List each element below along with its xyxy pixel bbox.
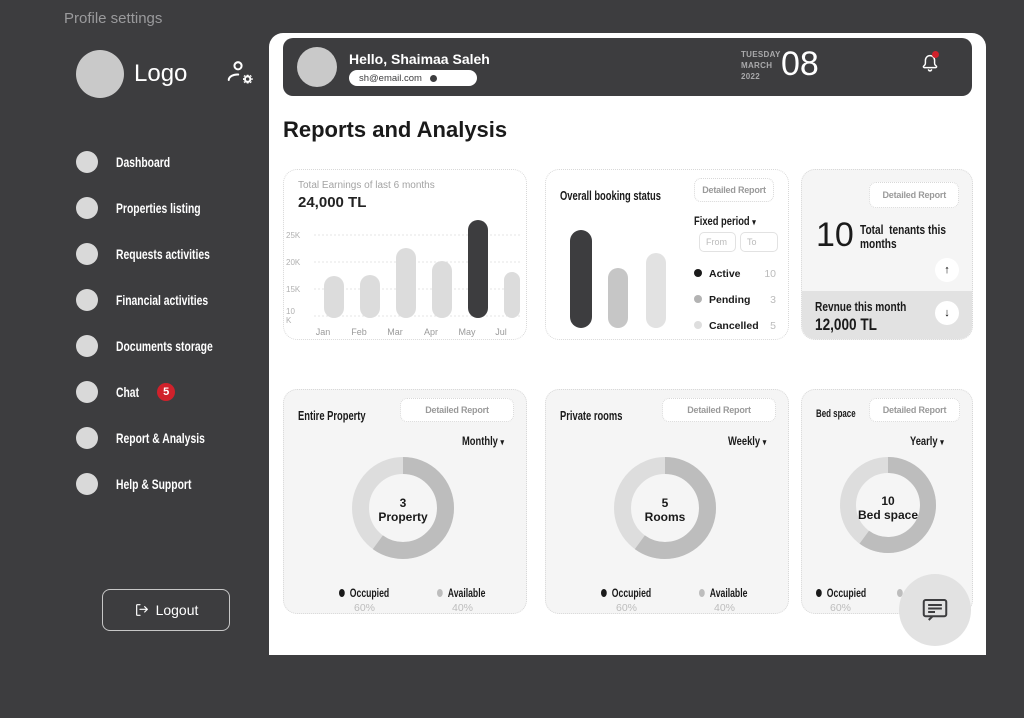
svg-text:K: K xyxy=(286,316,292,325)
svg-text:15K: 15K xyxy=(286,285,301,294)
svg-text:25K: 25K xyxy=(286,231,301,240)
svg-text:20K: 20K xyxy=(286,258,301,267)
svg-text:10: 10 xyxy=(286,307,295,316)
